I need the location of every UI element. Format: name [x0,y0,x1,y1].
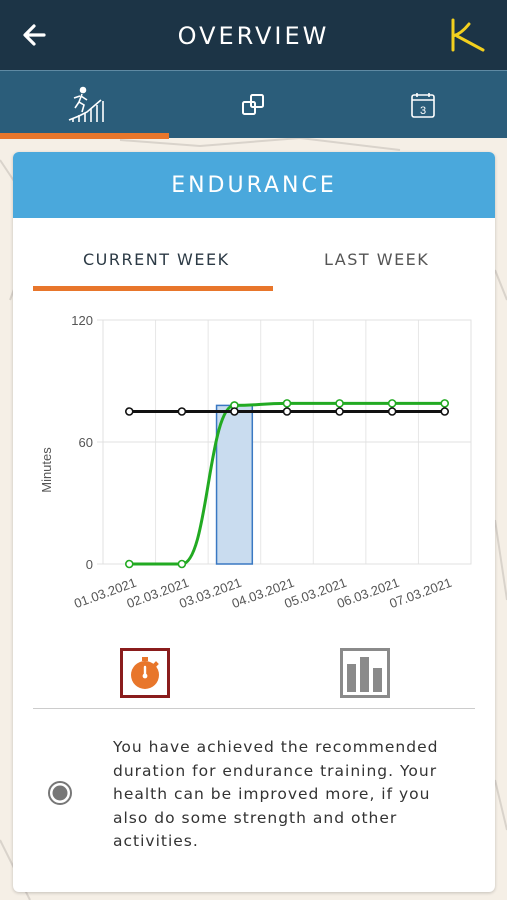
data-point [177,559,187,569]
endurance-chart: Minutes 06012001.03.202102.03.202103.03.… [39,313,472,611]
tab-current-week[interactable]: CURRENT WEEK [83,250,230,269]
info-bullet [47,780,73,806]
calendar-3-icon: 3 [410,93,435,118]
bar [215,404,254,565]
k-logo-icon [451,18,485,52]
active-week-indicator [33,286,273,291]
brand-logo[interactable] [447,16,487,54]
data-point [282,399,292,408]
data-point [440,407,450,416]
y-tick-label: 60 [79,435,93,450]
bar-chart-view-button[interactable] [340,648,390,698]
data-point [335,399,344,408]
tab-calendar[interactable]: 3 [338,71,507,139]
series-line [129,401,445,566]
card-title: ENDURANCE [13,152,495,218]
tab-activity[interactable] [0,71,169,139]
data-point [387,399,397,408]
stopwatch-icon [120,648,170,698]
divider [33,708,475,709]
data-point [177,407,187,416]
top-bar: OVERVIEW [0,0,507,70]
radio-bullet-icon [48,781,72,805]
data-point [335,407,344,416]
tab-last-week[interactable]: LAST WEEK [324,250,430,269]
tab-overview[interactable] [169,71,338,139]
endurance-card: ENDURANCE CURRENT WEEK LAST WEEK Minutes… [13,152,495,892]
data-point [124,407,134,416]
running-person-chart-icon [68,86,104,122]
info-message: You have achieved the recommended durati… [113,738,439,850]
data-point [230,407,239,416]
svg-text:3: 3 [419,105,425,117]
data-point [282,407,292,416]
overlapping-squares-icon [241,94,264,115]
y-axis-label: Minutes [39,447,54,493]
page-title: OVERVIEW [177,22,330,50]
y-tick-label: 120 [71,313,93,328]
data-point [124,559,134,569]
data-point [440,399,450,408]
y-tick-label: 0 [86,557,93,572]
data-point [387,407,397,416]
week-tabs: CURRENT WEEK LAST WEEK [13,218,495,298]
tab-bar: 3 [0,70,507,139]
back-button[interactable] [18,18,52,52]
duration-view-button[interactable] [120,648,170,698]
arrow-left-icon [23,24,46,46]
bar-chart-icon [340,648,390,698]
